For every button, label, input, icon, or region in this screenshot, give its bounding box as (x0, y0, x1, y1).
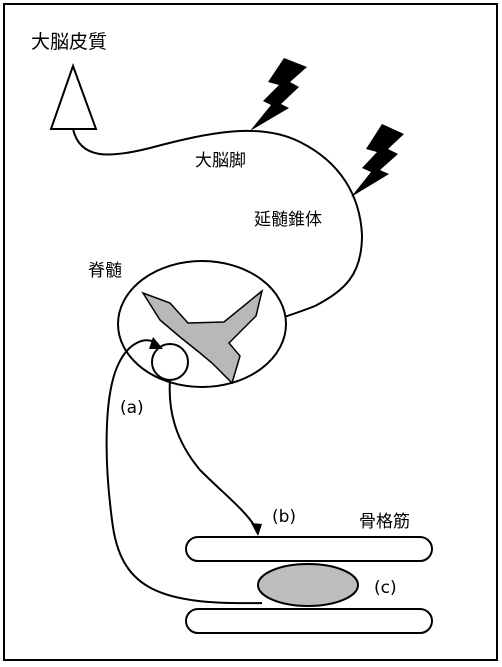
motor-neuron-body (151, 343, 189, 381)
muscle-spindle-c (257, 563, 359, 607)
efferent-arrowhead-icon (251, 523, 262, 536)
muscle-fiber-upper (185, 536, 433, 562)
label-medullary-pyramid: 延髄錐体 (254, 210, 322, 230)
label-a: (a) (120, 398, 144, 418)
gray-matter (141, 289, 264, 385)
corticospinal-tract (72, 128, 364, 353)
lesion-bolt-lower-icon (351, 124, 404, 197)
lesion-bolt-upper-icon (250, 58, 307, 131)
pyramidal-neuron-icon (49, 63, 98, 130)
efferent-fiber-b (168, 379, 257, 529)
afferent-fiber-a (105, 339, 263, 605)
label-b: (b) (272, 507, 296, 527)
label-cerebral-cortex: 大脳皮質 (31, 31, 107, 53)
muscle-fiber-lower (185, 608, 433, 634)
label-spinal-cord: 脊髄 (88, 261, 122, 281)
afferent-arrowhead-icon (149, 337, 163, 349)
label-skeletal-muscle: 骨格筋 (359, 512, 410, 532)
diagram-frame (3, 3, 498, 661)
label-cerebral-peduncle: 大脳脚 (195, 151, 246, 171)
label-c: (c) (374, 578, 397, 598)
